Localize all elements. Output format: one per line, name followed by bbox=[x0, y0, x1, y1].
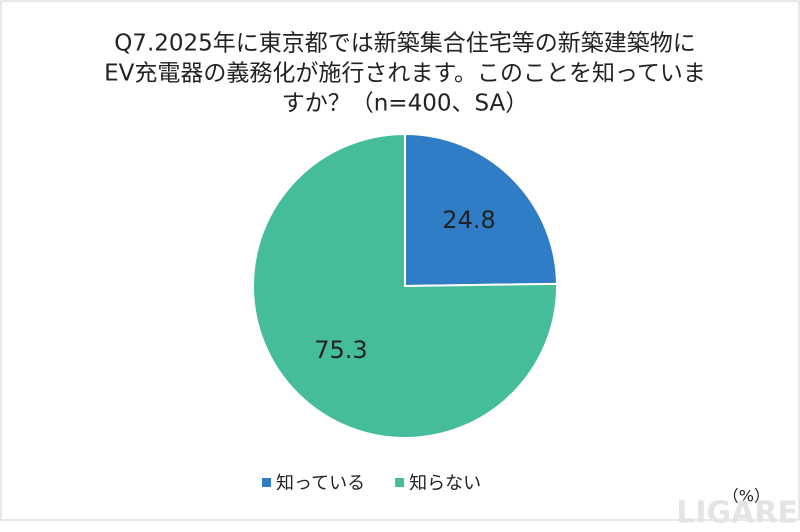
watermark: LIGARE bbox=[676, 496, 798, 531]
pie-slice bbox=[404, 132, 558, 288]
chart-title: すか？（n=400、SA） bbox=[282, 91, 529, 117]
chart-title: EV充電器の義務化が施行されます。このことを知っていま bbox=[104, 61, 706, 87]
chart-title: Q7.2025年に東京都では新築集合住宅等の新築建築物に bbox=[114, 31, 696, 57]
unit-label: （%） bbox=[723, 487, 770, 506]
legend-swatch bbox=[262, 478, 271, 487]
legend-label: 知らない bbox=[409, 473, 481, 494]
legend-label: 知っている bbox=[276, 473, 365, 494]
legend-swatch bbox=[395, 478, 405, 487]
data-label: 75.3 bbox=[314, 336, 367, 364]
pie-slice bbox=[252, 132, 558, 439]
data-label: 24.8 bbox=[442, 206, 495, 234]
